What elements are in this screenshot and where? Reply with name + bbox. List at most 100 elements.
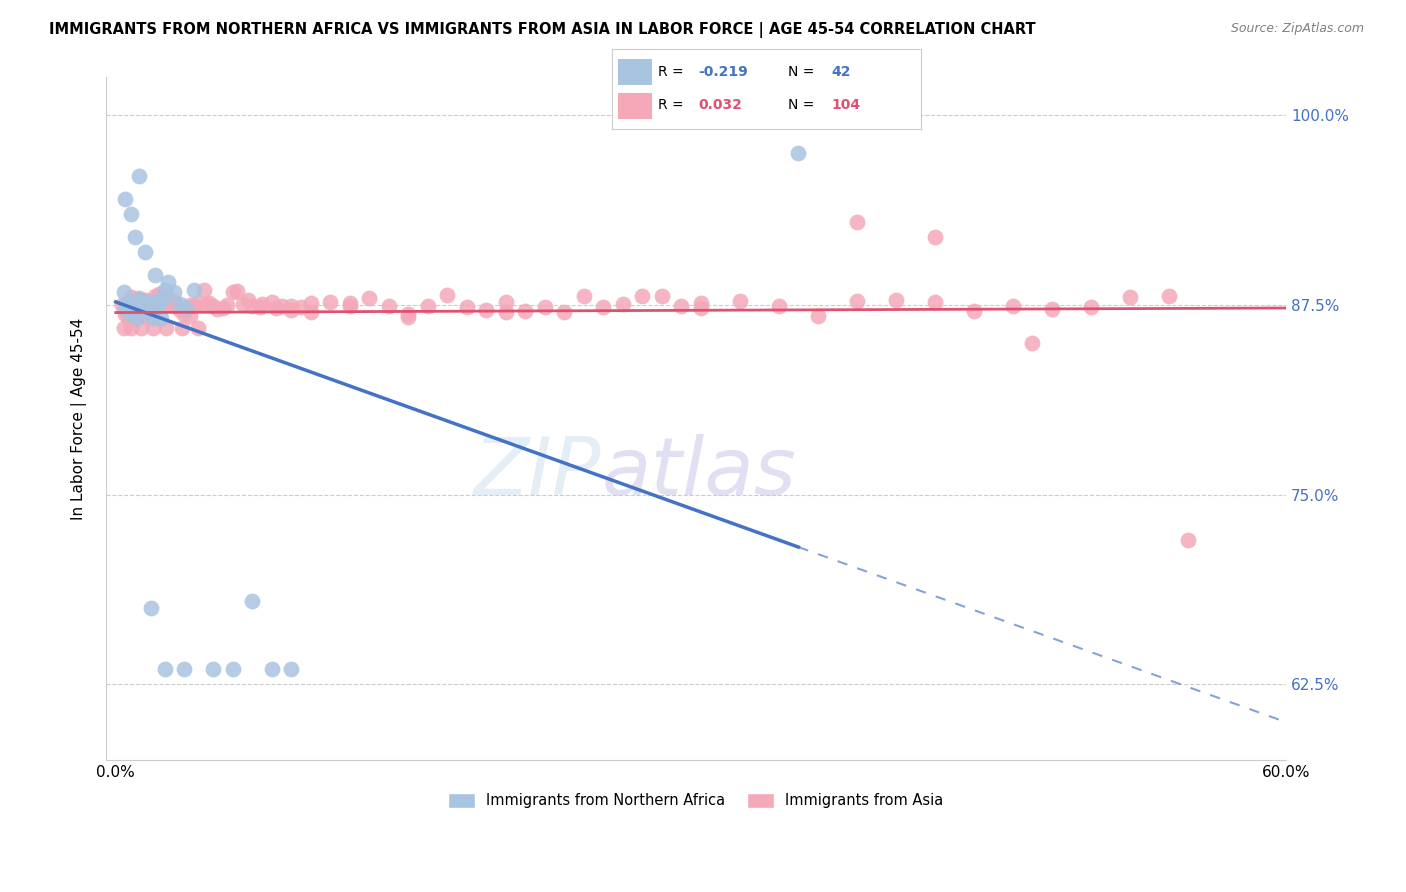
Point: [222, 285, 245, 299]
Point: [139, 300, 162, 314]
Point: [124, 301, 146, 315]
Point: [179, 298, 201, 312]
Point: [249, 300, 271, 314]
Point: [136, 293, 159, 308]
FancyBboxPatch shape: [617, 60, 652, 86]
Point: [143, 289, 166, 303]
Point: [153, 283, 176, 297]
Text: 0.032: 0.032: [699, 98, 742, 112]
Point: [132, 308, 155, 322]
Point: [118, 296, 141, 310]
Point: [202, 300, 225, 314]
Point: [264, 301, 287, 315]
Point: [149, 311, 172, 326]
Point: [173, 307, 195, 321]
Point: [396, 307, 419, 321]
Point: [924, 229, 946, 244]
Text: atlas: atlas: [602, 434, 796, 512]
Point: [202, 662, 225, 676]
Point: [787, 146, 810, 161]
Point: [127, 311, 149, 326]
Point: [378, 299, 401, 313]
FancyBboxPatch shape: [617, 94, 652, 119]
Point: [845, 293, 868, 308]
Point: [128, 169, 150, 183]
Point: [1177, 533, 1199, 547]
Point: [155, 320, 177, 334]
Point: [396, 310, 419, 324]
Point: [187, 295, 209, 310]
Point: [128, 292, 150, 306]
Point: [924, 295, 946, 310]
Point: [299, 305, 322, 319]
Point: [174, 301, 197, 315]
Point: [122, 294, 145, 309]
Point: [533, 300, 555, 314]
Point: [173, 662, 195, 676]
Point: [117, 305, 139, 319]
Point: [139, 601, 162, 615]
Point: [120, 207, 142, 221]
Point: [114, 307, 136, 321]
Point: [416, 299, 439, 313]
Text: N =: N =: [787, 98, 818, 112]
Point: [117, 296, 139, 310]
Point: [120, 307, 142, 321]
Point: [319, 294, 342, 309]
Point: [153, 662, 176, 676]
Point: [339, 299, 361, 313]
Point: [124, 296, 146, 310]
Point: [1119, 290, 1142, 304]
Text: R =: R =: [658, 98, 688, 112]
Point: [165, 300, 187, 314]
Point: [145, 295, 167, 310]
Point: [212, 301, 235, 315]
Point: [142, 310, 165, 325]
Text: Source: ZipAtlas.com: Source: ZipAtlas.com: [1230, 22, 1364, 36]
Point: [132, 301, 155, 316]
Point: [163, 293, 186, 308]
Point: [963, 303, 986, 318]
Point: [139, 301, 162, 316]
Point: [134, 293, 156, 308]
Point: [120, 320, 142, 334]
Point: [231, 296, 253, 310]
Point: [148, 296, 170, 310]
Point: [129, 300, 152, 314]
Text: 104: 104: [831, 98, 860, 112]
Point: [118, 311, 141, 326]
Point: [148, 294, 170, 309]
Point: [240, 594, 263, 608]
Point: [143, 293, 166, 308]
Point: [124, 229, 146, 244]
Point: [129, 293, 152, 308]
Point: [768, 299, 790, 313]
Point: [187, 320, 209, 334]
Point: [183, 300, 205, 314]
Point: [114, 301, 136, 316]
Point: [495, 295, 517, 310]
Point: [197, 298, 219, 312]
Point: [136, 310, 159, 325]
Point: [193, 283, 215, 297]
Point: [124, 305, 146, 319]
Point: [1040, 301, 1063, 316]
Point: [157, 275, 180, 289]
Point: [260, 294, 283, 309]
Text: R =: R =: [658, 64, 688, 78]
Point: [553, 305, 575, 319]
Point: [142, 320, 165, 334]
Point: [671, 299, 693, 313]
Point: [572, 289, 595, 303]
Point: [198, 296, 221, 310]
Point: [142, 303, 165, 318]
Text: ZIP: ZIP: [474, 434, 602, 512]
Text: 42: 42: [831, 64, 851, 78]
Text: -0.219: -0.219: [699, 64, 748, 78]
Point: [143, 268, 166, 282]
Point: [280, 662, 302, 676]
Point: [134, 244, 156, 259]
Point: [1080, 300, 1102, 314]
Point: [128, 292, 150, 306]
Point: [250, 297, 273, 311]
